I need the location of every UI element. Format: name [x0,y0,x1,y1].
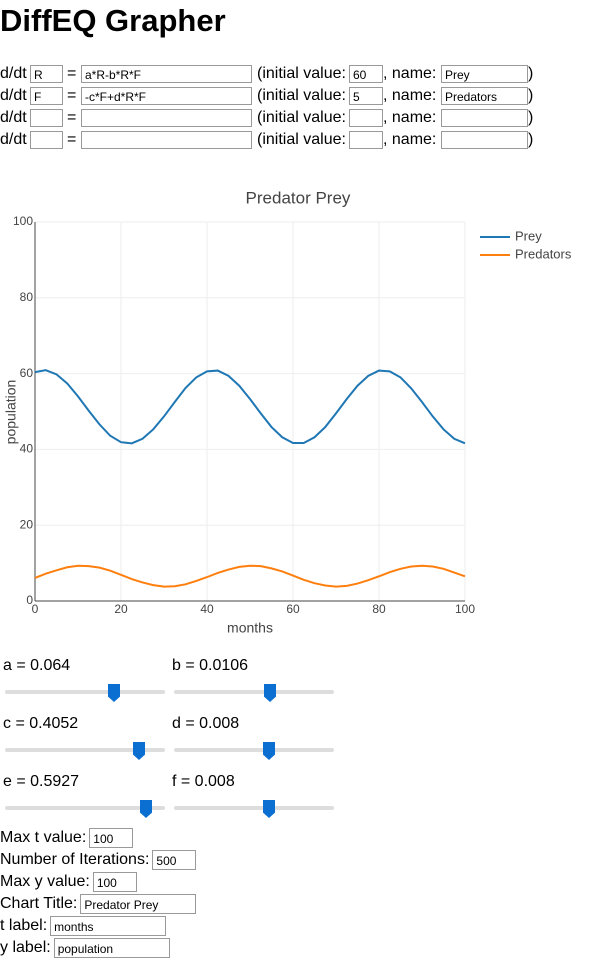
variable-input[interactable]: F [30,87,63,105]
y-tick-label: 40 [20,442,34,456]
close-label: ) [528,109,534,126]
dt-label: d/dt [0,87,27,104]
equals-label: = [67,131,77,148]
initial-input[interactable] [349,131,383,149]
initial-input[interactable]: 60 [349,65,383,83]
y-tick-label: 100 [13,214,33,228]
expression-input[interactable]: -c*F+d*R*F [81,87,252,105]
setting-label: Number of Iterations: [0,851,150,868]
equals-label: = [67,87,77,104]
slider-thumb[interactable] [264,684,276,702]
x-tick-label: 40 [200,602,214,616]
slider-label: e = 0.5927 [3,773,80,790]
expression-input[interactable]: a*R-b*R*F [81,65,252,83]
chart: Predator Prey months population 0 20 40 60 8… [3,188,572,636]
setting-row: Max t value: 100 [0,827,134,849]
slider-label: f = 0.008 [172,773,235,790]
slider-label: d = 0.008 [172,715,240,732]
variable-input[interactable] [30,131,63,149]
setting-row: y label: population [0,937,170,959]
expression-input[interactable] [81,109,252,127]
slider-track[interactable] [174,748,334,752]
expression-input[interactable] [81,131,252,149]
slider-track[interactable] [174,806,334,810]
initial-label: (initial value: [257,65,346,82]
x-axis-label: months [227,620,273,636]
name-input[interactable]: Predators [441,87,528,105]
variable-input[interactable]: R [30,65,63,83]
legend-label: Prey [515,228,542,243]
initial-input[interactable] [349,109,383,127]
close-label: ) [528,87,534,104]
setting-input[interactable]: 100 [92,871,137,892]
x-tick-label: 60 [286,602,300,616]
setting-row: Number of Iterations: 500 [0,849,197,871]
slider-thumb[interactable] [263,742,275,760]
close-label: ) [528,65,534,82]
setting-label: y label: [0,939,51,956]
x-tick-label: 20 [114,602,128,616]
chart-title: Predator Prey [246,188,351,207]
setting-label: t label: [0,917,48,934]
close-label: ) [528,131,534,148]
slider-label: c = 0.4052 [3,715,79,732]
initial-label: (initial value: [257,131,346,148]
setting-label: Max t value: [0,829,87,846]
dt-label: d/dt [0,65,27,82]
x-tick-label: 80 [372,602,386,616]
y-axis-label: population [3,380,19,445]
setting-label: Chart Title: [0,895,78,912]
x-tick-label: 100 [455,602,475,616]
slider-label: b = 0.0106 [172,657,249,674]
name-label: , name: [383,65,437,82]
name-input[interactable] [441,109,528,127]
name-label: , name: [383,87,437,104]
name-label: , name: [383,109,437,126]
initial-label: (initial value: [257,87,346,104]
series-line [34,564,466,588]
slider-thumb[interactable] [133,742,145,760]
setting-input[interactable]: 100 [89,827,134,848]
slider-thumb[interactable] [108,684,120,702]
initial-label: (initial value: [257,109,346,126]
x-tick-label: 0 [32,602,39,616]
app-title: DiffEQ Grapher [0,3,226,38]
setting-input[interactable]: population [53,937,170,958]
variable-input[interactable] [30,109,63,127]
setting-row: Max y value: 100 [0,871,137,893]
slider-label: a = 0.064 [3,657,71,674]
slider-track[interactable] [174,690,334,694]
slider-thumb[interactable] [263,800,275,818]
setting-input[interactable]: Predator Prey [80,893,197,914]
name-input[interactable]: Prey [441,65,528,83]
initial-input[interactable]: 5 [349,87,383,105]
legend-label: Predators [515,246,572,261]
setting-label: Max y value: [0,873,90,890]
series-line [34,369,466,445]
equals-label: = [67,109,77,126]
setting-row: t label: months [0,915,167,937]
y-tick-label: 20 [20,517,34,531]
setting-row: Chart Title: Predator Prey [0,893,197,915]
y-tick-label: 0 [26,593,33,607]
y-tick-label: 60 [20,366,34,380]
slider-thumb[interactable] [140,800,152,818]
equals-label: = [67,65,77,82]
dt-label: d/dt [0,131,27,148]
y-tick-label: 80 [20,290,34,304]
name-input[interactable] [441,131,528,149]
slider-track[interactable] [5,806,165,810]
slider-track[interactable] [5,748,165,752]
setting-input[interactable]: months [50,915,167,936]
slider-track[interactable] [5,690,165,694]
setting-input[interactable]: 500 [152,849,197,870]
name-label: , name: [383,131,437,148]
dt-label: d/dt [0,109,27,126]
